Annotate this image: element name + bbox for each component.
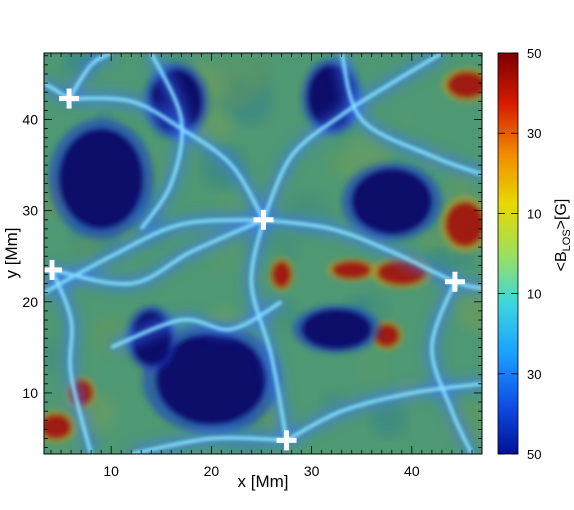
field-line-core — [286, 383, 482, 441]
negative-flux-patch — [351, 168, 432, 235]
colorbar-tick-label: 30 — [527, 367, 541, 382]
negative-flux-layer — [48, 58, 442, 434]
field-line-core — [140, 53, 183, 230]
y-axis-label: y [Mm] — [2, 228, 21, 279]
cross-marker — [276, 430, 297, 451]
positive-flux-patch — [44, 413, 73, 440]
colorbar-label: <BLOS>[G] — [553, 199, 573, 272]
colorbar-tick-label: 50 — [527, 447, 541, 462]
positive-flux-patch — [331, 260, 372, 280]
negative-flux-patch — [59, 128, 144, 229]
colorbar-label-main: <B — [553, 251, 570, 271]
negative-flux-patch — [301, 309, 372, 350]
colorbar-tick-label: 50 — [527, 46, 541, 61]
texture-blob — [44, 340, 64, 373]
x-tick-label: 20 — [204, 463, 220, 479]
colorbar: 50 30 10 10 30 50 <BLOS>[G] — [497, 46, 573, 462]
positive-flux-patch — [446, 71, 482, 99]
x-tick-label: 40 — [404, 463, 420, 479]
texture-blob — [371, 402, 407, 438]
colorbar-label-tail: >[G] — [553, 199, 570, 230]
cross-marker — [42, 259, 63, 280]
plot-area — [42, 52, 483, 455]
cross-marker — [59, 88, 80, 109]
colorbar-tick-label: 10 — [527, 287, 541, 302]
colorbar-gradient — [497, 52, 519, 455]
field-line-core — [131, 437, 287, 454]
y-tick-label: 20 — [22, 294, 38, 310]
field-line-core — [51, 219, 264, 285]
x-tick-label: 30 — [304, 463, 320, 479]
colorbar-label-sub: LOS — [561, 229, 573, 251]
texture-blob — [399, 111, 417, 130]
cross-marker — [253, 209, 274, 230]
field-line-core — [110, 301, 282, 348]
axis-tick-labels: 10 20 30 40 10 20 30 40 — [22, 112, 419, 479]
y-tick-label: 40 — [22, 112, 38, 128]
field-line-core — [68, 53, 112, 99]
axis-ticks — [44, 53, 483, 454]
texture-blob — [211, 57, 263, 109]
field-line-core — [431, 281, 473, 454]
texture-blob — [467, 306, 482, 328]
x-axis-label: x [Mm] — [238, 472, 289, 491]
field-line-core — [341, 53, 482, 175]
texture-blob — [355, 349, 390, 384]
field-line-core — [262, 53, 443, 221]
marker-layer — [42, 88, 465, 451]
y-tick-label: 30 — [22, 203, 38, 219]
cross-marker — [444, 271, 465, 292]
positive-flux-patch — [271, 260, 292, 289]
colorbar-tick-label: 10 — [527, 206, 541, 221]
texture-blob — [418, 229, 444, 255]
negative-flux-patch — [156, 333, 267, 425]
field-line-core — [250, 219, 288, 441]
colorbar-ticks: 50 30 10 10 30 50 — [498, 46, 541, 462]
field-line-core — [51, 269, 92, 454]
texture-blob — [455, 250, 473, 268]
colorbar-tick-label: 30 — [527, 126, 541, 141]
field-line-core — [263, 219, 482, 289]
texture-blob — [278, 237, 301, 260]
positive-flux-patch — [444, 201, 482, 248]
plot-frame — [43, 52, 483, 455]
y-tick-label: 10 — [22, 385, 38, 401]
x-tick-label: 10 — [103, 463, 119, 479]
